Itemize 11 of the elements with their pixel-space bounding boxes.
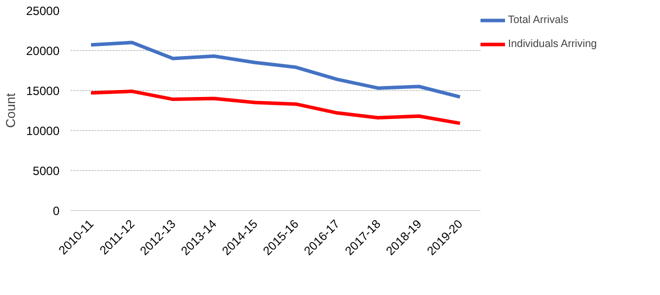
legend-label: Total Arrivals — [508, 14, 570, 26]
y-tick-label: 10000 — [26, 124, 60, 138]
line-series — [89, 40, 462, 99]
legend-label: Individuals Arriving — [508, 38, 598, 50]
y-tick-label: 5000 — [32, 164, 60, 178]
y-axis-title: Count — [3, 92, 18, 128]
y-tick-label: 0 — [52, 204, 60, 218]
y-tick-label: 20000 — [26, 44, 60, 58]
y-tick-label: 25000 — [26, 4, 60, 18]
y-tick-label: 15000 — [26, 84, 60, 98]
line-series — [89, 90, 462, 126]
